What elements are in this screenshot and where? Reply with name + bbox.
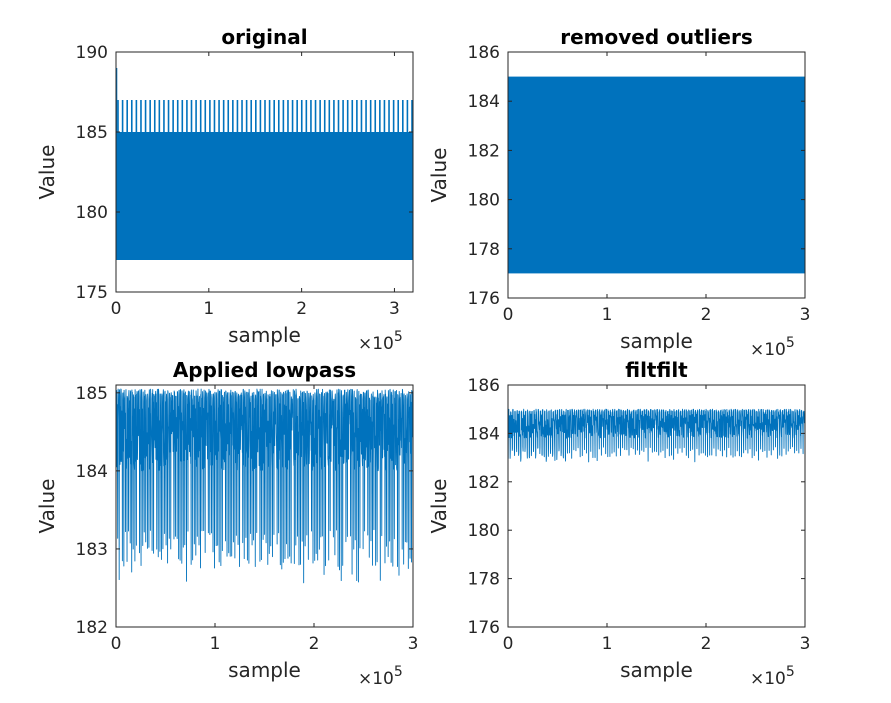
series-band [116, 132, 413, 260]
x-tick-label: 1 [602, 634, 613, 654]
x-tick-label: 3 [389, 299, 400, 319]
x-tick-label: 0 [111, 299, 122, 319]
y-tick-label: 180 [468, 521, 500, 541]
x-axis-label: sample [620, 329, 693, 353]
series-spikes [117, 100, 413, 132]
chart-title: original [221, 25, 307, 49]
y-tick-label: 184 [468, 424, 500, 444]
y-tick-label: 176 [468, 618, 500, 638]
series-layer [116, 68, 413, 260]
x-axis-multiplier: ×105 [750, 664, 795, 689]
chart-title: removed outliers [560, 25, 752, 49]
y-tick-label: 180 [468, 191, 500, 211]
axes-box [507, 384, 806, 628]
series-line [508, 408, 805, 603]
y-tick-label: 178 [468, 570, 500, 590]
x-tick-label: 1 [203, 299, 214, 319]
y-tick-label: 186 [468, 43, 500, 63]
y-axis-label: Value [35, 145, 59, 200]
x-axis-multiplier: ×105 [750, 335, 795, 360]
y-tick-label: 183 [76, 540, 108, 560]
x-axis-multiplier: ×105 [358, 664, 403, 689]
x-tick-label: 0 [111, 634, 122, 654]
series-band [508, 76, 805, 274]
x-tick-label: 2 [296, 299, 307, 319]
x-tick-label: 2 [701, 634, 712, 654]
x-axis-label: sample [620, 658, 693, 682]
x-tick-label: 3 [800, 634, 811, 654]
y-tick-label: 182 [468, 141, 500, 161]
x-tick-label: 2 [701, 305, 712, 325]
chart-panel-1: 0 1 2 3 175 180 185 190 original sample ×105 Value [35, 25, 414, 354]
chart-title: Applied lowpass [173, 358, 356, 382]
chart-panel-4: 0 1 2 3 176 178 180 182 184 186 filtfilt sample ×105… [427, 358, 810, 689]
x-tick-label: 0 [503, 634, 514, 654]
y-tick-label: 185 [76, 384, 108, 404]
y-tick-label: 175 [76, 283, 108, 303]
y-tick-label: 176 [468, 289, 500, 309]
x-axis-multiplier: ×105 [358, 329, 403, 354]
x-tick-label: 1 [602, 305, 613, 325]
y-tick-label: 186 [468, 376, 500, 396]
axes-box [507, 51, 806, 299]
chart-panel-2: 0 1 2 3 176 178 180 182 184 186 removed outliers sa… [427, 25, 810, 360]
x-tick-label: 1 [210, 634, 221, 654]
series-layer [116, 388, 413, 584]
y-tick-label: 182 [468, 473, 500, 493]
y-axis-label: Value [427, 148, 451, 203]
y-tick-label: 185 [76, 123, 108, 143]
x-tick-label: 2 [309, 634, 320, 654]
axes-box [115, 384, 414, 628]
y-tick-label: 190 [76, 43, 108, 63]
x-tick-label: 3 [408, 634, 419, 654]
y-tick-label: 184 [76, 462, 108, 482]
series-layer [508, 408, 805, 603]
y-tick-label: 178 [468, 240, 500, 260]
y-tick-label: 180 [76, 203, 108, 223]
series-line [116, 388, 413, 584]
series-layer [508, 76, 805, 274]
x-axis-label: sample [228, 323, 301, 347]
x-tick-label: 0 [503, 305, 514, 325]
y-axis-label: Value [427, 479, 451, 534]
axes-box [115, 51, 414, 293]
y-tick-label: 182 [76, 618, 108, 638]
chart-panel-3: 0 1 2 3 182 183 184 185 Applied lowpass sample ×10… [35, 358, 418, 689]
y-tick-label: 184 [468, 92, 500, 112]
x-tick-label: 3 [800, 305, 811, 325]
x-axis-label: sample [228, 658, 301, 682]
y-axis-label: Value [35, 479, 59, 534]
chart-title: filtfilt [625, 358, 688, 382]
